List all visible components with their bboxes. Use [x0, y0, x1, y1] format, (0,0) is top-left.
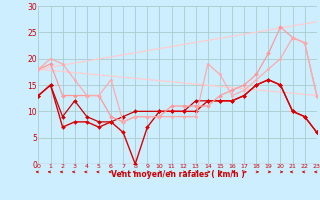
X-axis label: Vent moyen/en rafales ( km/h ): Vent moyen/en rafales ( km/h )	[111, 170, 244, 179]
